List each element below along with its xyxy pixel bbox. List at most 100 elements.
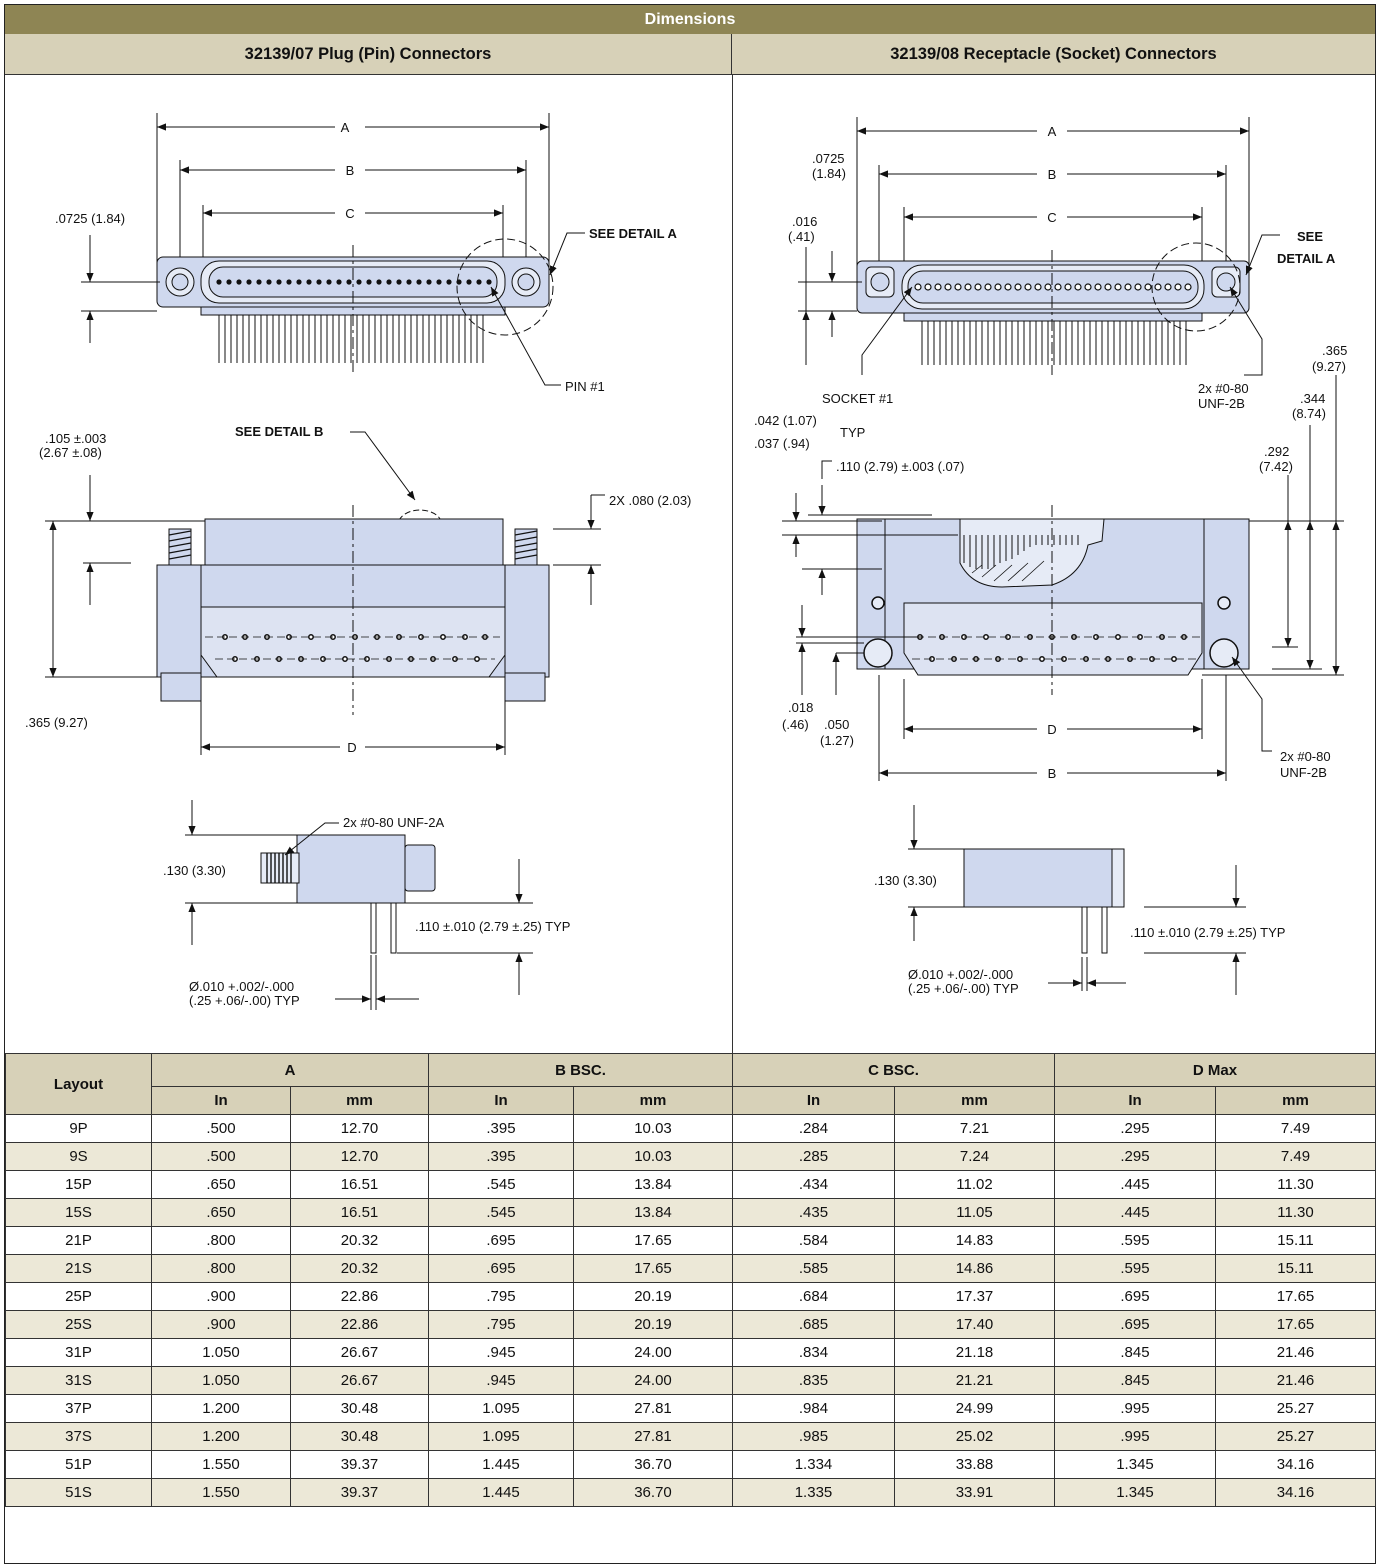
- rec-h344-line2: (8.74): [1292, 406, 1326, 421]
- value-cell: .795: [428, 1310, 574, 1339]
- sheet-title: Dimensions: [5, 5, 1375, 35]
- value-cell: 1.200: [151, 1394, 291, 1423]
- value-cell: .500: [151, 1142, 291, 1171]
- value-cell: 20.19: [573, 1310, 733, 1339]
- value-cell: 36.70: [573, 1478, 733, 1507]
- rec-h365-line2: (9.27): [1312, 359, 1346, 374]
- value-cell: 12.70: [290, 1142, 429, 1171]
- value-cell: 22.86: [290, 1310, 429, 1339]
- value-cell: 13.84: [573, 1198, 733, 1227]
- plug-height-label: .365 (9.27): [25, 715, 88, 730]
- value-cell: 27.81: [573, 1422, 733, 1451]
- value-cell: .685: [732, 1310, 895, 1339]
- dimensions-table: Layout A B BSC. C BSC. D Max In mm In mm…: [5, 1053, 1376, 1507]
- value-cell: .984: [732, 1394, 895, 1423]
- layout-cell: 15P: [5, 1170, 152, 1199]
- value-cell: .695: [1054, 1310, 1216, 1339]
- rec-socket1-label: SOCKET #1: [822, 391, 893, 406]
- layout-cell: 25S: [5, 1310, 152, 1339]
- value-cell: 15.11: [1215, 1226, 1376, 1255]
- value-cell: 1.550: [151, 1450, 291, 1479]
- value-cell: .945: [428, 1338, 574, 1367]
- plug-dia-line1: Ø.010 +.002/-.000: [189, 979, 294, 994]
- value-cell: .695: [1054, 1282, 1216, 1311]
- value-cell: 11.02: [894, 1170, 1055, 1199]
- value-cell: .695: [428, 1226, 574, 1255]
- value-cell: 34.16: [1215, 1450, 1376, 1479]
- table-row: 25S .900 22.86.795 20.19.685 17.40.695 17.65: [5, 1310, 1376, 1339]
- layout-cell: 51S: [5, 1478, 152, 1507]
- value-cell: .684: [732, 1282, 895, 1311]
- value-cell: 30.48: [290, 1394, 429, 1423]
- value-cell: .695: [428, 1254, 574, 1283]
- value-cell: 25.27: [1215, 1394, 1376, 1423]
- group-header-c: C BSC.: [732, 1053, 1055, 1087]
- layout-cell: 21P: [5, 1226, 152, 1255]
- plug-see-detail-a: SEE DETAIL A: [589, 226, 677, 241]
- value-cell: .995: [1054, 1394, 1216, 1423]
- value-cell: 39.37: [290, 1450, 429, 1479]
- unit-header: In: [151, 1086, 291, 1115]
- value-cell: .545: [428, 1170, 574, 1199]
- value-cell: .595: [1054, 1226, 1216, 1255]
- table-row: 9P .500 12.70.395 10.03.284 7.21.295 7.49: [5, 1114, 1376, 1143]
- value-cell: 16.51: [290, 1198, 429, 1227]
- rec-t018-line2: (.46): [782, 717, 809, 732]
- value-cell: .800: [151, 1254, 291, 1283]
- value-cell: 7.49: [1215, 1142, 1376, 1171]
- value-cell: 1.050: [151, 1366, 291, 1395]
- value-cell: .595: [1054, 1254, 1216, 1283]
- plug-2x-label: 2X .080 (2.03): [609, 493, 691, 508]
- value-cell: 1.345: [1054, 1450, 1216, 1479]
- rec-dia-line2: (.25 +.06/-.00) TYP: [908, 981, 1019, 996]
- plug-tol1-line2: (2.67 ±.08): [39, 445, 102, 460]
- rec-h292-line2: (7.42): [1259, 459, 1293, 474]
- value-cell: 17.40: [894, 1310, 1055, 1339]
- plug-dim-a: A: [341, 120, 350, 135]
- value-cell: 15.11: [1215, 1254, 1376, 1283]
- rec-h365-line1: .365: [1322, 343, 1347, 358]
- layout-cell: 31S: [5, 1366, 152, 1395]
- layout-cell: 9P: [5, 1114, 152, 1143]
- value-cell: 1.550: [151, 1478, 291, 1507]
- table-row: 15P .650 16.51.545 13.84.434 11.02.445 11.30: [5, 1170, 1376, 1199]
- value-cell: 17.37: [894, 1282, 1055, 1311]
- rec-t018-line1: .018: [788, 700, 813, 715]
- value-cell: 27.81: [573, 1394, 733, 1423]
- value-cell: 1.445: [428, 1478, 574, 1507]
- value-cell: 1.334: [732, 1450, 895, 1479]
- plug-thread-label: 2x #0-80 UNF-2A: [343, 815, 444, 830]
- value-cell: 36.70: [573, 1450, 733, 1479]
- value-cell: .295: [1054, 1114, 1216, 1143]
- rec-dim-a: A: [1048, 124, 1057, 139]
- table-row: 31P 1.050 26.67.945 24.00.834 21.18.845 21.46: [5, 1338, 1376, 1367]
- plug-dim-d: D: [347, 740, 356, 755]
- value-cell: 14.86: [894, 1254, 1055, 1283]
- rec-t042: .042 (1.07): [754, 413, 817, 428]
- layout-cell: 25P: [5, 1282, 152, 1311]
- table-body: 9P .500 12.70.395 10.03.284 7.21.295 7.49 9S .5…: [5, 1114, 1376, 1507]
- dimensions-sheet: Dimensions 32139/07 Plug (Pin) Connector…: [4, 4, 1376, 1564]
- value-cell: .584: [732, 1226, 895, 1255]
- plug-dim-c: C: [345, 206, 354, 221]
- table-row: 21S .800 20.32.695 17.65.585 14.86.595 15.11: [5, 1254, 1376, 1283]
- plug-see-detail-b: SEE DETAIL B: [235, 424, 323, 439]
- layout-cell: 21S: [5, 1254, 152, 1283]
- value-cell: .284: [732, 1114, 895, 1143]
- rec-dim-d: D: [1047, 722, 1056, 737]
- value-cell: .395: [428, 1142, 574, 1171]
- value-cell: 24.00: [573, 1338, 733, 1367]
- value-cell: 11.05: [894, 1198, 1055, 1227]
- rec-tail-label: .110 ±.010 (2.79 ±.25) TYP: [1130, 925, 1285, 940]
- value-cell: 11.30: [1215, 1198, 1376, 1227]
- table-row: 9S .500 12.70.395 10.03.285 7.24.295 7.49: [5, 1142, 1376, 1171]
- unit-header: In: [732, 1086, 895, 1115]
- value-cell: 1.200: [151, 1422, 291, 1451]
- value-cell: .500: [151, 1114, 291, 1143]
- value-cell: 33.91: [894, 1478, 1055, 1507]
- rec-h292-line1: .292: [1264, 444, 1289, 459]
- rec-offset2-line1: .016: [792, 214, 817, 229]
- rec-see-line2: DETAIL A: [1277, 251, 1336, 266]
- value-cell: 20.32: [290, 1226, 429, 1255]
- layout-cell: 37P: [5, 1394, 152, 1423]
